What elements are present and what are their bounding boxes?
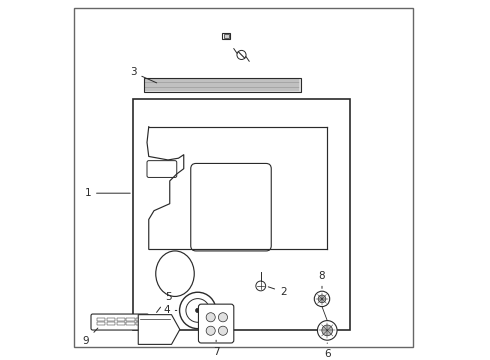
FancyBboxPatch shape (97, 322, 105, 325)
Text: 5: 5 (156, 292, 172, 312)
FancyBboxPatch shape (136, 318, 145, 321)
Bar (222, 33, 230, 39)
Circle shape (322, 325, 333, 336)
Bar (144, 78, 301, 92)
Circle shape (206, 326, 215, 335)
Circle shape (219, 326, 227, 335)
FancyBboxPatch shape (198, 304, 234, 343)
FancyBboxPatch shape (147, 161, 177, 177)
Circle shape (206, 313, 215, 322)
Circle shape (186, 298, 210, 322)
FancyBboxPatch shape (107, 318, 115, 321)
Polygon shape (138, 315, 180, 345)
Text: 3: 3 (130, 67, 157, 83)
Bar (133, 99, 350, 330)
Circle shape (256, 281, 266, 291)
Circle shape (237, 50, 246, 59)
FancyBboxPatch shape (91, 314, 149, 330)
Text: 7: 7 (213, 340, 220, 357)
FancyBboxPatch shape (117, 322, 125, 325)
Circle shape (318, 321, 337, 340)
Ellipse shape (156, 251, 194, 296)
Text: 1: 1 (84, 188, 130, 198)
Text: 4: 4 (163, 305, 177, 315)
FancyBboxPatch shape (191, 163, 271, 251)
Text: 8: 8 (318, 271, 325, 288)
Circle shape (196, 308, 200, 312)
FancyBboxPatch shape (136, 322, 145, 325)
FancyBboxPatch shape (107, 322, 115, 325)
FancyBboxPatch shape (126, 318, 135, 321)
Bar (223, 34, 228, 38)
Circle shape (314, 291, 330, 307)
Text: 9: 9 (83, 328, 98, 346)
Circle shape (318, 295, 326, 303)
FancyBboxPatch shape (97, 318, 105, 321)
Circle shape (179, 292, 216, 329)
Text: 2: 2 (269, 287, 287, 297)
Text: 6: 6 (324, 343, 331, 359)
FancyBboxPatch shape (126, 322, 135, 325)
Circle shape (219, 313, 227, 322)
FancyBboxPatch shape (117, 318, 125, 321)
